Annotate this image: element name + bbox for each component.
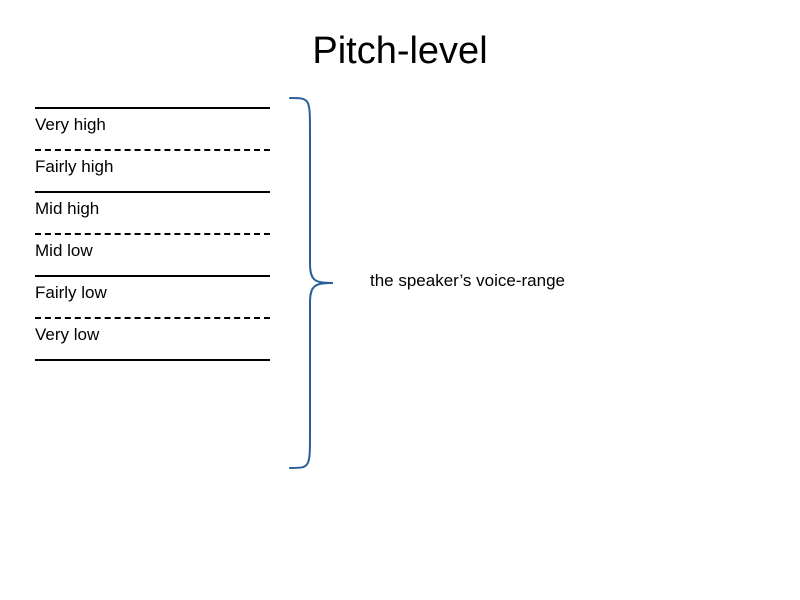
divider-3: [35, 233, 270, 235]
divider-top: [35, 107, 270, 109]
brace-icon: [285, 93, 345, 473]
divider-6: [35, 359, 270, 361]
page-title: Pitch-level: [0, 0, 800, 83]
divider-2: [35, 191, 270, 193]
annotation-label: the speaker’s voice-range: [370, 271, 565, 291]
level-fairly-low: Fairly low: [35, 283, 295, 303]
divider-1: [35, 149, 270, 151]
divider-5: [35, 317, 270, 319]
level-very-high: Very high: [35, 115, 295, 135]
level-mid-low: Mid low: [35, 241, 295, 261]
content-area: Very high Fairly high Mid high Mid low F…: [0, 83, 800, 361]
level-fairly-high: Fairly high: [35, 157, 295, 177]
levels-column: Very high Fairly high Mid high Mid low F…: [35, 107, 295, 361]
divider-4: [35, 275, 270, 277]
level-mid-high: Mid high: [35, 199, 295, 219]
level-very-low: Very low: [35, 325, 295, 345]
